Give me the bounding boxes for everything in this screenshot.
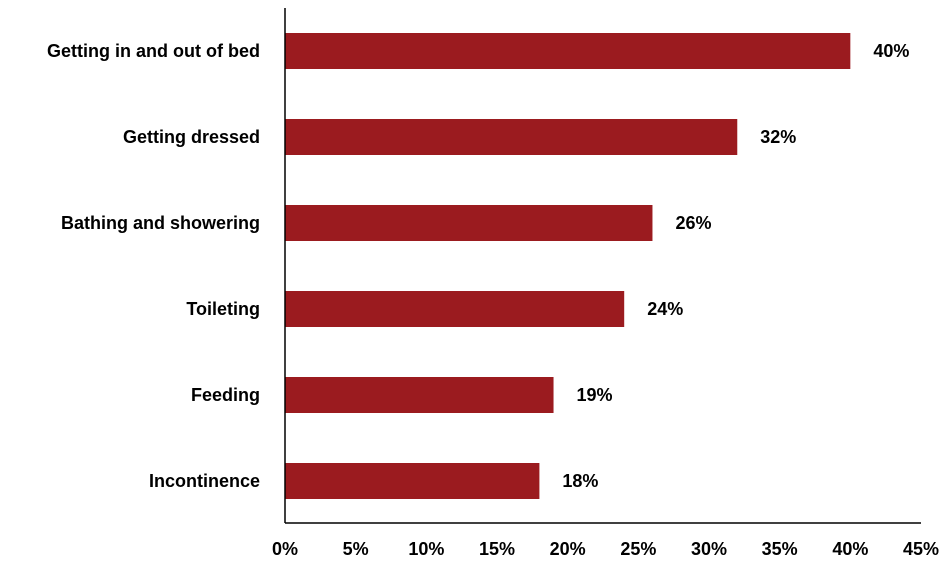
x-tick-label-15: 15%: [479, 539, 515, 559]
category-label-incontinence: Incontinence: [149, 471, 260, 491]
category-labels-group: Getting in and out of bed Getting dressed…: [47, 41, 260, 491]
value-label-toileting: 24%: [647, 299, 683, 319]
value-label-getting-in-and-out-of-bed: 40%: [873, 41, 909, 61]
x-tick-label-35: 35%: [762, 539, 798, 559]
x-tick-label-20: 20%: [550, 539, 586, 559]
bar-getting-in-and-out-of-bed: [285, 33, 851, 69]
bar-bathing-and-showering: [285, 205, 653, 241]
x-tick-label-0: 0%: [272, 539, 298, 559]
x-tick-label-40: 40%: [832, 539, 868, 559]
category-label-feeding: Feeding: [191, 385, 260, 405]
value-label-incontinence: 18%: [562, 471, 598, 491]
bars-group: [285, 33, 851, 499]
x-tick-label-10: 10%: [408, 539, 444, 559]
value-label-bathing-and-showering: 26%: [675, 213, 711, 233]
category-label-getting-dressed: Getting dressed: [123, 127, 260, 147]
value-label-feeding: 19%: [577, 385, 613, 405]
bar-feeding: [285, 377, 554, 413]
x-tick-labels-group: 0% 5% 10% 15% 20% 25% 30% 35% 40% 45%: [272, 539, 939, 559]
category-label-getting-in-and-out-of-bed: Getting in and out of bed: [47, 41, 260, 61]
value-labels-group: 40% 32% 26% 24% 19% 18%: [562, 41, 909, 491]
x-tick-label-45: 45%: [903, 539, 939, 559]
category-label-toileting: Toileting: [186, 299, 260, 319]
bar-incontinence: [285, 463, 540, 499]
value-label-getting-dressed: 32%: [760, 127, 796, 147]
category-label-bathing-and-showering: Bathing and showering: [61, 213, 260, 233]
x-tick-label-5: 5%: [343, 539, 369, 559]
x-tick-label-25: 25%: [620, 539, 656, 559]
bar-getting-dressed: [285, 119, 738, 155]
x-tick-label-30: 30%: [691, 539, 727, 559]
bar-toileting: [285, 291, 625, 327]
